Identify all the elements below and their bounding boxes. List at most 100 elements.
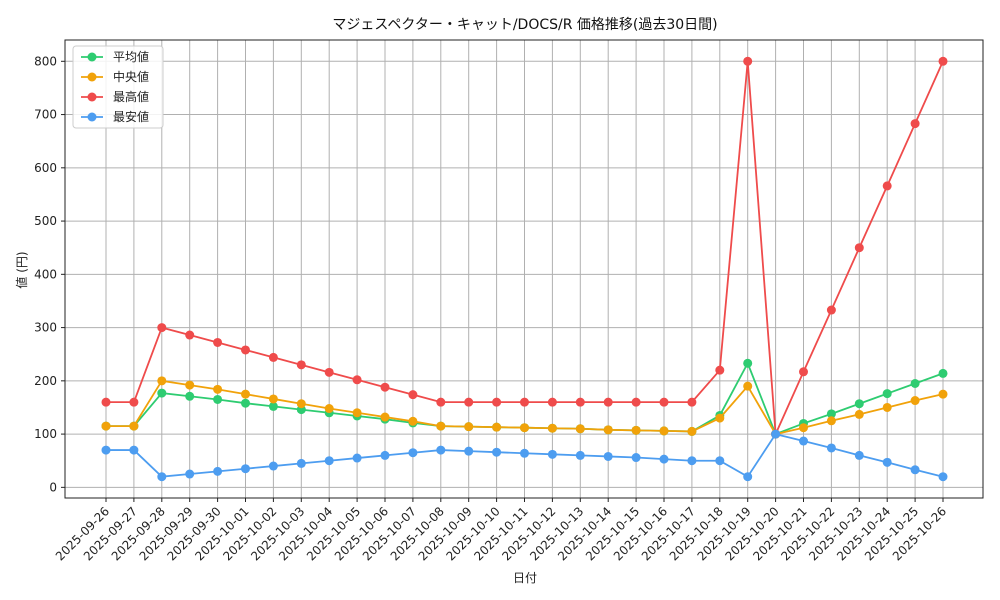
data-point xyxy=(157,376,167,386)
x-axis: 2025-09-262025-09-272025-09-282025-09-29… xyxy=(53,498,949,563)
data-point xyxy=(213,394,223,404)
legend-marker xyxy=(87,52,97,62)
data-point xyxy=(799,423,808,433)
data-point xyxy=(185,469,195,479)
data-point xyxy=(603,397,613,407)
data-point xyxy=(129,397,139,407)
chart-title: マジェスペクター・キャット/DOCS/R 価格推移(過去30日間) xyxy=(332,17,717,33)
data-point xyxy=(743,472,753,482)
data-point xyxy=(492,422,502,432)
data-point xyxy=(380,382,390,392)
x-axis-title: 日付 xyxy=(513,571,537,585)
y-tick-label: 400 xyxy=(34,267,57,281)
data-point xyxy=(213,466,223,476)
data-point xyxy=(882,181,892,191)
data-point xyxy=(826,416,836,426)
data-point xyxy=(296,458,306,468)
data-point xyxy=(296,360,306,370)
data-point xyxy=(408,448,418,458)
data-point xyxy=(324,456,334,466)
legend-marker xyxy=(87,72,97,82)
data-point xyxy=(826,443,836,453)
data-point xyxy=(101,421,111,431)
data-point xyxy=(380,412,390,422)
series-layer xyxy=(101,56,948,482)
data-point xyxy=(268,352,278,362)
data-point xyxy=(547,423,557,433)
y-tick-label: 300 xyxy=(34,321,57,335)
data-point xyxy=(882,402,892,412)
data-point xyxy=(575,450,585,460)
data-point xyxy=(910,396,920,406)
data-point xyxy=(520,397,529,407)
series-1 xyxy=(101,376,948,439)
data-point xyxy=(743,358,753,368)
data-point xyxy=(492,397,502,407)
data-point xyxy=(520,423,529,433)
data-point xyxy=(687,426,697,436)
data-point xyxy=(241,398,250,408)
data-point xyxy=(910,465,920,475)
data-point xyxy=(799,367,808,377)
data-point xyxy=(938,472,948,482)
data-point xyxy=(101,445,111,455)
data-point xyxy=(938,389,948,399)
data-point xyxy=(938,368,948,378)
data-point xyxy=(715,456,725,466)
data-point xyxy=(157,388,167,398)
data-point xyxy=(436,397,446,407)
data-point xyxy=(715,365,725,375)
data-point xyxy=(771,429,781,439)
data-point xyxy=(854,243,864,253)
data-point xyxy=(213,384,223,394)
legend-label: 中央値 xyxy=(113,69,149,84)
data-point xyxy=(213,337,223,347)
data-point xyxy=(687,456,697,466)
data-point xyxy=(631,453,641,463)
data-point xyxy=(659,426,669,436)
data-point xyxy=(464,422,474,432)
data-point xyxy=(547,449,557,459)
data-point xyxy=(854,409,864,419)
data-point xyxy=(352,408,362,418)
data-point xyxy=(799,436,808,446)
legend-label: 平均値 xyxy=(113,49,149,64)
y-tick-label: 800 xyxy=(34,54,57,68)
y-tick-label: 700 xyxy=(34,108,57,122)
data-point xyxy=(743,381,753,391)
data-point xyxy=(241,345,250,355)
data-point xyxy=(882,457,892,467)
data-point xyxy=(520,448,529,458)
data-point xyxy=(492,447,502,457)
y-tick-label: 0 xyxy=(49,480,57,494)
data-point xyxy=(631,397,641,407)
data-point xyxy=(464,446,474,456)
data-point xyxy=(129,445,139,455)
data-point xyxy=(743,56,753,66)
data-point xyxy=(324,404,334,414)
data-point xyxy=(408,416,418,426)
data-point xyxy=(631,425,641,435)
data-point xyxy=(603,425,613,435)
legend-box xyxy=(72,45,164,129)
data-point xyxy=(185,391,195,401)
y-tick-label: 200 xyxy=(34,374,57,388)
data-point xyxy=(659,454,669,464)
data-point xyxy=(603,451,613,461)
data-point xyxy=(436,421,446,431)
data-point xyxy=(575,397,585,407)
legend-marker xyxy=(87,112,97,122)
data-point xyxy=(826,305,836,315)
data-point xyxy=(464,397,474,407)
legend-label: 最高値 xyxy=(113,89,149,104)
data-point xyxy=(157,472,167,482)
data-point xyxy=(352,453,362,463)
data-point xyxy=(715,413,725,423)
data-point xyxy=(938,56,948,66)
data-point xyxy=(659,397,669,407)
data-point xyxy=(268,394,278,404)
data-point xyxy=(408,390,418,400)
data-point xyxy=(575,424,585,434)
data-point xyxy=(185,380,195,390)
